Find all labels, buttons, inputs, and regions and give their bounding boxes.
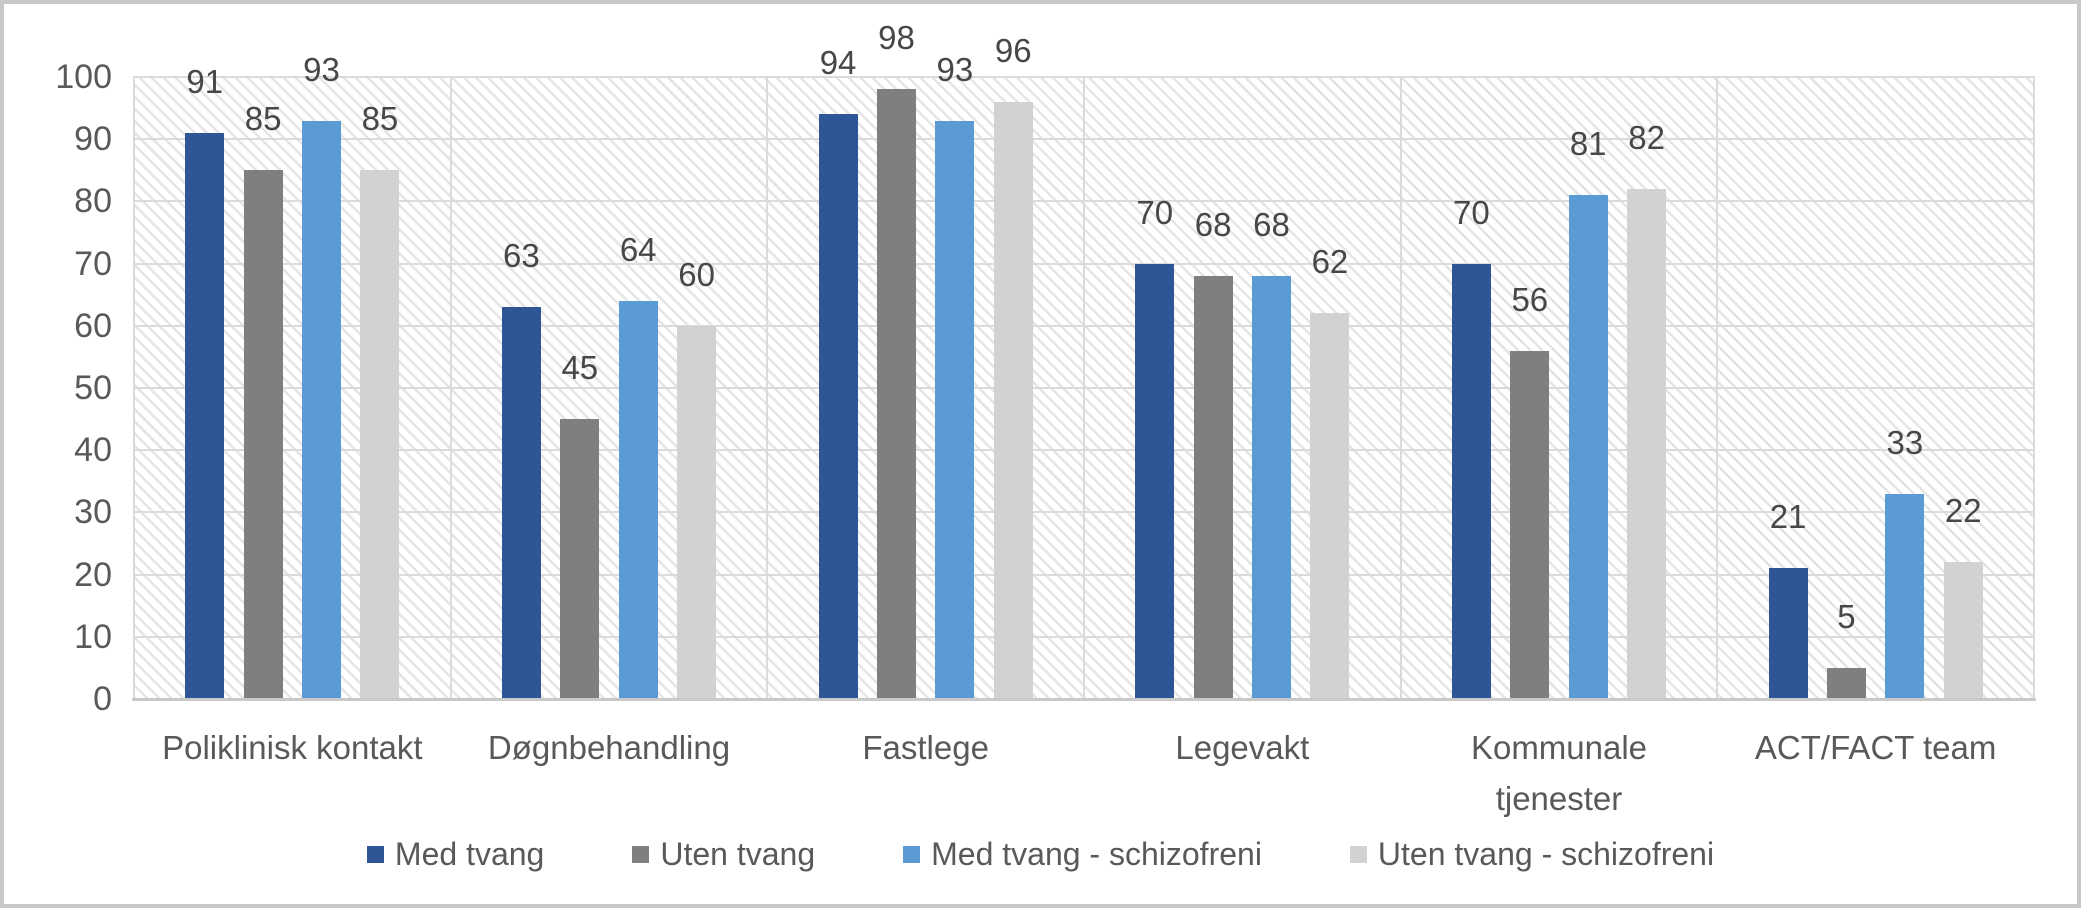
bar-value-label: 82 [1628, 118, 1665, 156]
category-label: ACT/FACT team [1754, 729, 1997, 766]
bar [302, 120, 342, 699]
bar [993, 101, 1033, 699]
bar-value-label: 85 [361, 100, 399, 138]
y-axis-tick-label: 10 [74, 617, 112, 656]
bar [360, 170, 400, 699]
bar [1451, 263, 1491, 699]
category-label: Kommunale tjenester [1470, 729, 1648, 817]
bar-value-label: 70 [1453, 193, 1490, 231]
bar-value-label: 93 [936, 50, 974, 88]
category-label: Poliklinisk kontakt [162, 729, 423, 766]
bar-value-label: 68 [1194, 206, 1232, 244]
y-axis-tick-label: 100 [55, 58, 112, 96]
bar-value-label: 56 [1511, 280, 1549, 318]
bar [1252, 276, 1292, 699]
bar-value-label: 93 [303, 50, 340, 88]
bar [243, 170, 283, 699]
bar [185, 132, 225, 699]
y-axis-tick-label: 70 [74, 244, 112, 283]
vertical-gridline [2033, 77, 2035, 699]
bar [1768, 568, 1808, 699]
bar [560, 419, 600, 699]
bar [876, 89, 916, 699]
bar [1568, 195, 1608, 699]
bar [1310, 313, 1350, 699]
vertical-gridline [133, 77, 135, 699]
bar-value-label: 21 [1769, 498, 1807, 536]
bar-value-label: 81 [1569, 125, 1607, 163]
bar [1943, 562, 1983, 699]
bar-value-label: 62 [1311, 243, 1349, 281]
category-label: Legevakt [1175, 729, 1310, 766]
bar [1885, 493, 1925, 699]
bar-value-label: 45 [561, 349, 599, 387]
bar [1193, 276, 1233, 699]
bar [935, 120, 975, 699]
category-label: Fastlege [862, 729, 989, 766]
legend-label: Med tvang - schizofreni [931, 836, 1262, 872]
y-axis-tick-label: 30 [74, 493, 112, 532]
bar-value-label: 70 [1136, 193, 1174, 231]
vertical-gridline [766, 77, 769, 699]
y-axis-tick-label: 40 [74, 431, 112, 470]
bar-value-label: 64 [619, 230, 657, 268]
bar-value-label: 5 [1837, 597, 1856, 635]
bar-value-label: 94 [819, 44, 857, 82]
bar [1135, 263, 1175, 699]
vertical-gridline [1716, 77, 1719, 699]
x-axis-line [132, 698, 2036, 701]
bar-value-label: 60 [678, 255, 715, 293]
bar-value-label: 63 [503, 237, 540, 275]
y-axis-tick-label: 20 [74, 555, 112, 594]
y-axis-tick-label: 0 [93, 680, 112, 718]
vertical-gridline [1083, 77, 1085, 699]
y-axis-tick-label: 60 [74, 306, 112, 345]
bar [618, 300, 658, 699]
bar-value-label: 91 [186, 62, 224, 100]
vertical-gridline [1399, 77, 1402, 699]
bar-value-label: 22 [1944, 492, 1982, 530]
legend-swatch [632, 845, 650, 863]
plot-area: 91 85 93 85 63 45 64 60 94 98 93 96 70 68 68 62 70 56 81 82… [132, 19, 2036, 701]
bar-value-label: 96 [994, 31, 1032, 69]
legend-item: Uten tvang [632, 834, 815, 874]
bar-value-label: 33 [1886, 423, 1924, 461]
legend-item: Med tvang [366, 834, 545, 874]
legend: Med tvang Uten tvang Med tvang - schizofre… [4, 834, 2077, 874]
y-axis-tick-label: 50 [74, 369, 112, 407]
bar [1510, 350, 1550, 699]
bar [1627, 188, 1667, 699]
legend-label: Uten tvang [660, 836, 816, 872]
legend-label: Uten tvang - schizofreni [1377, 836, 1715, 872]
bar-value-label: 68 [1253, 206, 1290, 244]
bar [818, 114, 858, 699]
bar [501, 307, 541, 699]
legend-item: Med tvang - schizofreni [903, 834, 1262, 874]
bar [677, 325, 717, 699]
vertical-gridline [449, 77, 452, 699]
legend-swatch [903, 845, 921, 863]
bar-value-label: 85 [244, 100, 282, 138]
y-axis-tick-label: 80 [74, 182, 112, 221]
legend-swatch [1349, 845, 1367, 863]
bar-value-label: 98 [878, 19, 915, 57]
legend-label: Med tvang [394, 836, 545, 872]
legend-item: Uten tvang - schizofreni [1349, 834, 1715, 874]
legend-swatch [366, 845, 384, 863]
category-label: Døgnbehandling [487, 729, 731, 766]
bar [1826, 667, 1866, 699]
y-axis-tick-label: 90 [74, 120, 112, 159]
